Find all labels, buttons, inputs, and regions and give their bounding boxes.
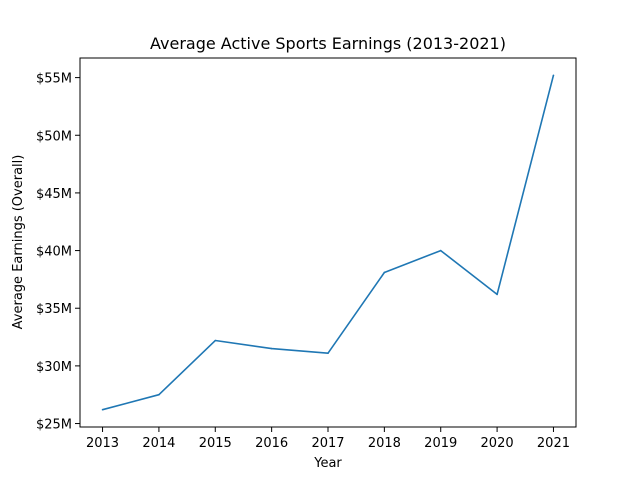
plot-area: 2013 2014 2015 2016 2017 2018 2019 2020 2021 $25M…	[36, 57, 577, 451]
data-point	[496, 293, 498, 296]
data-point	[101, 408, 104, 411]
x-tick-label: 2018	[368, 436, 401, 451]
y-tick-label: $55M	[36, 72, 72, 87]
data-point	[270, 347, 273, 350]
data-point	[327, 352, 329, 355]
x-tick-label: 2020	[481, 436, 514, 451]
y-tick-label: $30M	[36, 360, 72, 375]
data-point	[158, 393, 160, 396]
y-tick-label: $35M	[36, 302, 72, 317]
y-tick-label: $25M	[36, 418, 72, 433]
data-point	[552, 74, 555, 77]
chart-title: Average Active Sports Earnings (2013-202…	[150, 34, 506, 53]
data-point	[439, 249, 442, 252]
y-tick-label: $50M	[36, 129, 72, 144]
y-tick-label: $45M	[36, 187, 72, 202]
x-tick-label: 2016	[255, 436, 288, 451]
y-tick-label: $40M	[36, 245, 72, 260]
x-tick-label: 2017	[311, 436, 344, 451]
x-tick-label: 2013	[86, 436, 119, 451]
data-point	[383, 271, 386, 274]
x-axis-title: Year	[313, 456, 342, 471]
data-point	[214, 339, 217, 342]
x-tick-label: 2014	[142, 436, 175, 451]
x-tick-label: 2015	[199, 436, 232, 451]
x-tick-label: 2019	[424, 436, 457, 451]
y-axis-title: Average Earnings (Overall)	[11, 155, 26, 330]
x-tick-label: 2021	[537, 436, 570, 451]
